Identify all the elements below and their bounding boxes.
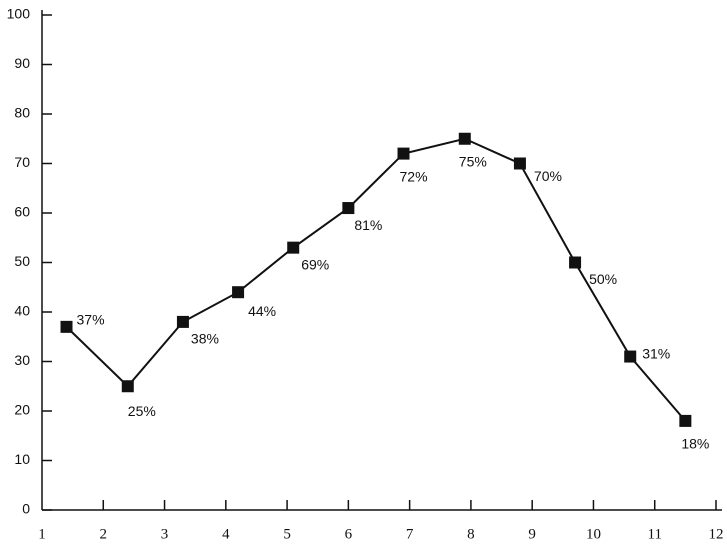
x-tick-label: 8: [467, 526, 475, 542]
data-label: 37%: [77, 312, 105, 328]
y-tick-label: 0: [22, 501, 30, 517]
y-tick-label: 100: [7, 6, 31, 22]
y-tick-label: 40: [14, 303, 30, 319]
y-tick-label: 20: [14, 402, 30, 418]
y-tick-label: 60: [14, 204, 30, 220]
point: [569, 256, 582, 269]
point: [458, 132, 471, 145]
x-tick-label: 6: [345, 526, 353, 542]
x-tick-label: 9: [528, 526, 536, 542]
line: [65, 137, 687, 422]
y-tick-label: 80: [14, 105, 30, 121]
y-tick-label: 90: [14, 55, 30, 71]
point: [121, 380, 134, 393]
x-tick-label: 11: [648, 526, 662, 542]
point: [342, 202, 355, 215]
point: [60, 320, 73, 333]
data-label: 31%: [642, 345, 670, 361]
data-label: 18%: [681, 436, 709, 452]
point: [397, 147, 410, 160]
y-tick-label: 10: [14, 451, 30, 467]
x-tick-label: 1: [38, 526, 46, 542]
y-tick-label: 50: [14, 253, 30, 269]
x-tick-label: 5: [283, 526, 291, 542]
point: [679, 414, 692, 427]
x-tick-label: 7: [406, 526, 414, 542]
x-tick-label: 2: [100, 526, 108, 542]
x-tick-label: 4: [222, 526, 230, 542]
data-label: 75%: [459, 153, 487, 169]
point: [513, 157, 526, 170]
point: [176, 315, 189, 328]
x-tick-label: 10: [586, 526, 601, 542]
x-tick-label: 12: [709, 526, 724, 542]
data-label: 25%: [128, 403, 156, 419]
data-label: 72%: [400, 168, 428, 184]
data-label: 70%: [534, 168, 562, 184]
data-label: 44%: [248, 303, 276, 319]
point: [287, 241, 300, 254]
x-tick-label: 3: [161, 526, 169, 542]
y-tick-label: 30: [14, 352, 30, 368]
point: [232, 286, 245, 299]
y-tick-label: 70: [14, 154, 30, 170]
data-label: 81%: [354, 217, 382, 233]
data-label: 50%: [589, 271, 617, 287]
point: [624, 350, 637, 363]
data-label: 69%: [301, 256, 329, 272]
data-label: 38%: [191, 331, 219, 347]
